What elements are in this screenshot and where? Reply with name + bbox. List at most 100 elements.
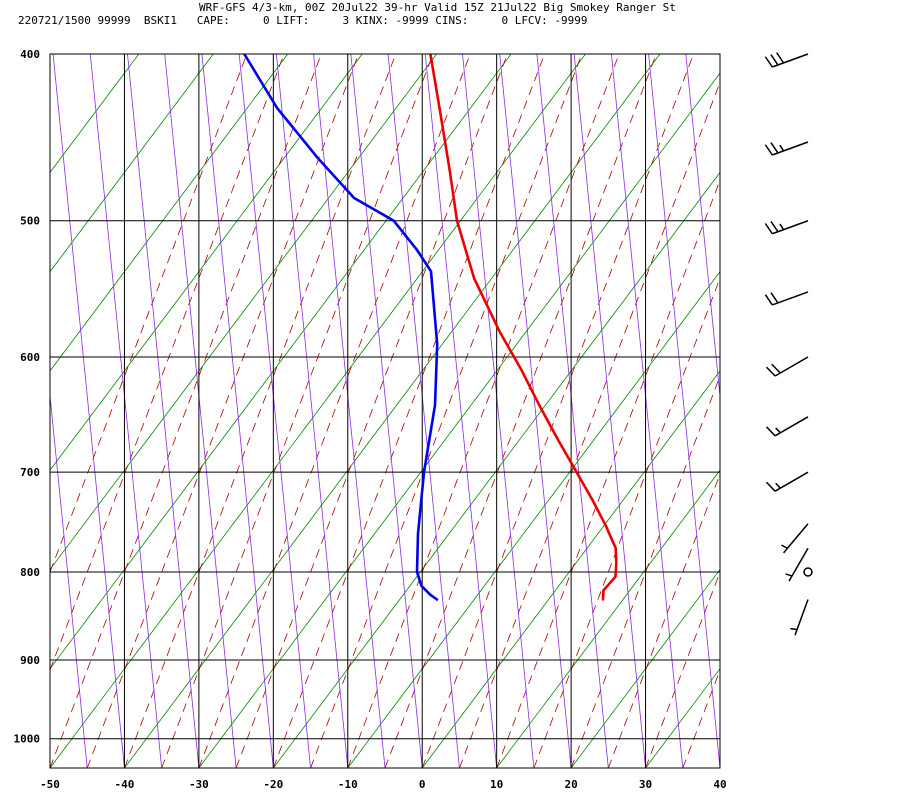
barb-shaft xyxy=(774,356,809,377)
wind-barb xyxy=(781,523,809,554)
red-dashed-reference-line xyxy=(682,668,720,768)
pressure-tick-label: 500 xyxy=(20,215,40,228)
red-dashed-reference-line xyxy=(50,54,248,574)
barb-flag xyxy=(765,426,776,437)
purple-reference-line xyxy=(164,54,237,768)
purple-reference-line xyxy=(760,54,831,768)
x-tick-label: -10 xyxy=(338,778,358,791)
barb-half-flag xyxy=(781,544,788,549)
barb-flag xyxy=(764,56,773,68)
barb-flag xyxy=(770,221,779,233)
green-reference-line xyxy=(794,54,900,768)
purple-reference-line xyxy=(127,54,200,768)
purple-reference-line xyxy=(610,54,684,768)
plot-border xyxy=(49,53,721,769)
x-tick-label: -50 xyxy=(40,778,60,791)
green-reference-line xyxy=(496,469,720,768)
x-tick-label: 0 xyxy=(419,778,426,791)
purple-reference-line xyxy=(201,54,274,768)
x-tick-label: -40 xyxy=(115,778,135,791)
green-reference-line xyxy=(50,54,363,471)
chart-title: WRF-GFS 4/3-km, 00Z 20Jul22 39-hr Valid … xyxy=(199,1,676,14)
x-tick-label: -20 xyxy=(263,778,283,791)
barb-flag xyxy=(765,481,776,492)
purple-reference-line xyxy=(238,54,311,768)
purple-reference-line xyxy=(387,54,460,768)
pressure-tick-label: 600 xyxy=(20,351,40,364)
plot-frame xyxy=(49,53,721,769)
red-dashed-reference-line xyxy=(50,54,285,672)
red-dashed-reference-line xyxy=(533,277,720,768)
green-reference-line xyxy=(421,370,720,768)
red-dashed-reference-line xyxy=(347,54,620,768)
red-dashed-reference-line xyxy=(198,54,471,768)
sounding-indices: 220721/1500 99999 BSKI1 CAPE: 0 LIFT: 3 … xyxy=(18,14,588,27)
purple-reference-line xyxy=(723,54,794,768)
barb-shaft xyxy=(774,471,809,492)
green-reference-line xyxy=(645,668,720,768)
red-dashed-reference-line xyxy=(719,766,720,768)
green-reference-line xyxy=(570,568,720,768)
wind-barb xyxy=(764,291,809,306)
barb-shaft xyxy=(772,220,809,235)
wind-barb xyxy=(765,356,809,377)
barb-flag xyxy=(770,54,779,66)
barb-half-flag xyxy=(790,627,798,631)
x-tick-label: 20 xyxy=(564,778,577,791)
barb-shaft xyxy=(772,53,809,68)
x-tick-label: -30 xyxy=(189,778,209,791)
grid-lines xyxy=(50,53,720,768)
barb-flag xyxy=(771,363,781,374)
barb-shaft xyxy=(772,291,809,306)
green-reference-line xyxy=(719,767,720,768)
wind-barb xyxy=(790,599,809,636)
barb-shaft xyxy=(788,547,809,582)
wind-barb xyxy=(764,52,809,68)
barb-flag xyxy=(764,294,773,306)
purple-reference-line xyxy=(536,54,609,768)
purple-reference-line xyxy=(462,54,535,768)
pressure-tick-label: 800 xyxy=(20,566,40,579)
purple-reference-line xyxy=(685,54,720,400)
red-dashed-reference-line xyxy=(384,54,657,768)
barb-flag xyxy=(776,52,785,64)
x-tick-label: 30 xyxy=(639,778,652,791)
pressure-tick-label: 400 xyxy=(20,48,40,61)
barb-half-flag xyxy=(779,144,785,152)
barb-flag xyxy=(765,366,776,377)
calm-wind-circle xyxy=(803,567,813,577)
barb-flag xyxy=(770,292,779,304)
purple-reference-line xyxy=(424,54,498,768)
purple-reference-line xyxy=(89,54,163,768)
wind-barb xyxy=(764,141,809,156)
green-reference-line xyxy=(50,54,437,571)
purple-reference-line xyxy=(275,54,349,768)
red-dashed-reference-line xyxy=(86,54,359,768)
barb-half-flag xyxy=(785,573,793,577)
wind-barb xyxy=(803,567,813,577)
barb-shaft xyxy=(774,416,809,437)
purple-reference-line xyxy=(50,391,88,768)
x-tick-label: 10 xyxy=(490,778,503,791)
red-dashed-reference-line xyxy=(310,54,583,768)
sounding-profiles xyxy=(243,54,618,601)
x-tick-label: 40 xyxy=(713,778,726,791)
purple-reference-line xyxy=(573,54,646,768)
wind-barb xyxy=(765,471,809,492)
sounding-series-line xyxy=(243,54,439,601)
purple-reference-line xyxy=(648,54,720,768)
sounding-series-line xyxy=(429,54,618,601)
pressure-tick-label: 700 xyxy=(20,466,40,479)
green-reference-line xyxy=(347,271,720,768)
axis-labels: -50 -40 -30 -20 -10 0 10 20 30 40 400 500 600 700 800 9… xyxy=(14,48,727,791)
barb-half-flag xyxy=(775,482,781,489)
green-reference-line xyxy=(50,54,289,372)
red-dashed-reference-line xyxy=(50,54,322,768)
background-lines xyxy=(50,54,900,768)
barb-flag xyxy=(764,144,773,156)
barb-shaft xyxy=(782,523,809,554)
barb-shaft xyxy=(772,141,809,156)
red-dashed-reference-line xyxy=(570,375,720,768)
wind-barb xyxy=(785,547,809,582)
red-dashed-reference-line xyxy=(496,179,720,768)
